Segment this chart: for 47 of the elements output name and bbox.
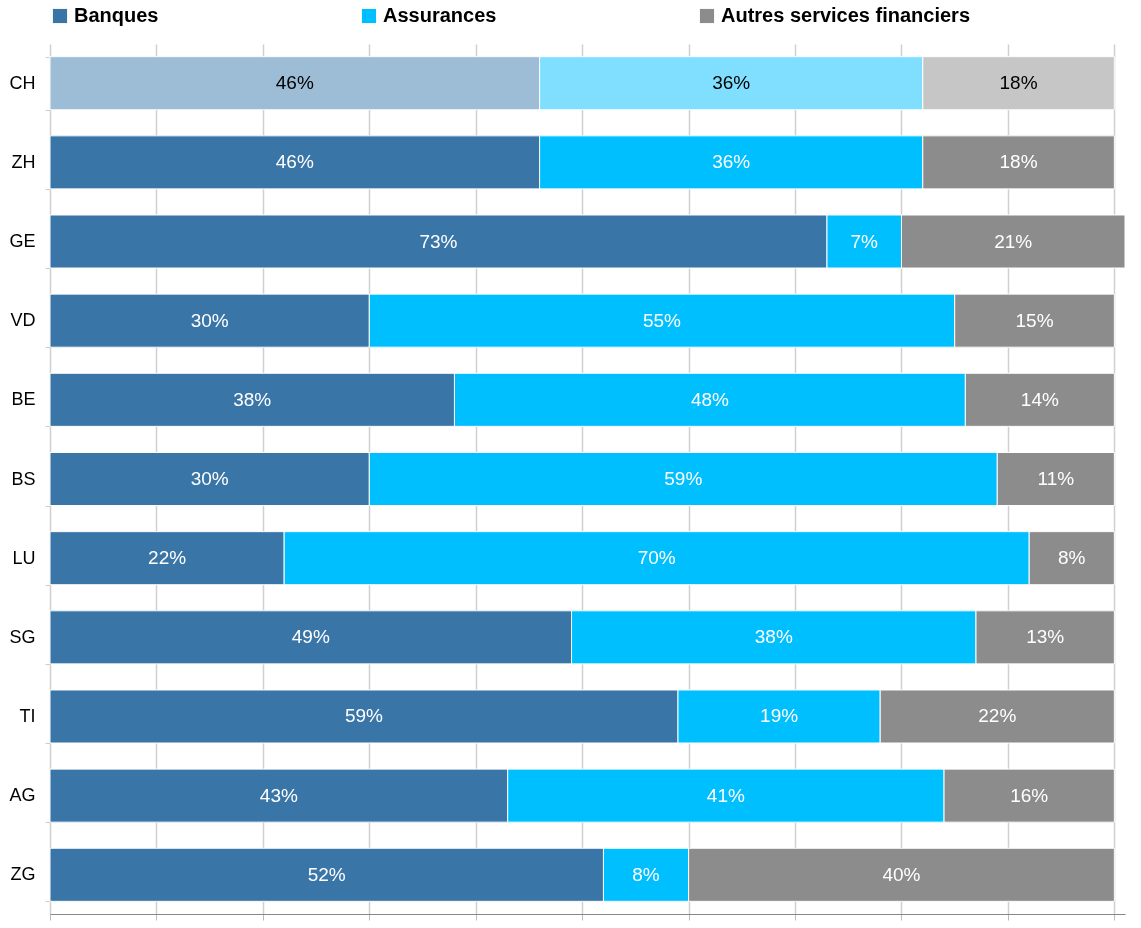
y-tick-label: ZG <box>10 864 36 885</box>
data-label: 48% <box>690 388 730 410</box>
data-label: 36% <box>712 72 751 94</box>
data-label: 38% <box>754 626 793 648</box>
data-label: 8% <box>1058 547 1086 569</box>
data-label: 46% <box>275 151 314 173</box>
data-label: 36% <box>712 151 751 173</box>
legend-label: Autres services financiers <box>721 4 971 26</box>
data-label: 59% <box>344 705 384 727</box>
data-label: 40% <box>882 863 921 885</box>
data-label: 21% <box>994 230 1033 252</box>
data-label: 19% <box>760 705 799 727</box>
data-label: 18% <box>999 72 1038 94</box>
data-label: 14% <box>1020 388 1059 410</box>
data-label: 7% <box>850 230 879 252</box>
data-label: 41% <box>706 784 745 806</box>
data-label: 52% <box>307 863 346 885</box>
data-label: 30% <box>190 309 229 331</box>
y-tick-label: VD <box>10 310 36 331</box>
legend-label: Assurances <box>383 4 497 26</box>
data-label: 70% <box>637 547 676 569</box>
data-label: 73% <box>419 230 458 252</box>
data-label: 15% <box>1015 309 1054 331</box>
data-label: 30% <box>190 468 229 489</box>
y-tick-label: BE <box>11 389 36 410</box>
data-label: 11% <box>1037 468 1075 489</box>
data-label: 22% <box>148 547 187 569</box>
data-label: 55% <box>642 309 682 331</box>
y-tick-label: CH <box>9 72 36 93</box>
y-tick-label: ZH <box>11 151 36 172</box>
legend-label: Banques <box>74 4 159 26</box>
data-label: 38% <box>233 388 272 410</box>
data-label: 13% <box>1026 626 1065 648</box>
y-tick-label: BS <box>11 468 36 489</box>
data-label: 46% <box>275 72 314 94</box>
y-tick-label: TI <box>19 705 36 726</box>
data-label: 43% <box>259 784 298 806</box>
data-label: 18% <box>999 151 1038 173</box>
y-tick-label: LU <box>12 547 36 568</box>
y-tick-label: AG <box>9 785 36 806</box>
data-label: 8% <box>632 863 660 885</box>
data-label: 22% <box>978 705 1017 727</box>
data-label: 59% <box>664 468 703 489</box>
data-label: 16% <box>1010 784 1049 806</box>
y-tick-label: GE <box>9 231 36 252</box>
y-tick-label: SG <box>9 626 36 647</box>
data-label: 49% <box>291 626 330 648</box>
